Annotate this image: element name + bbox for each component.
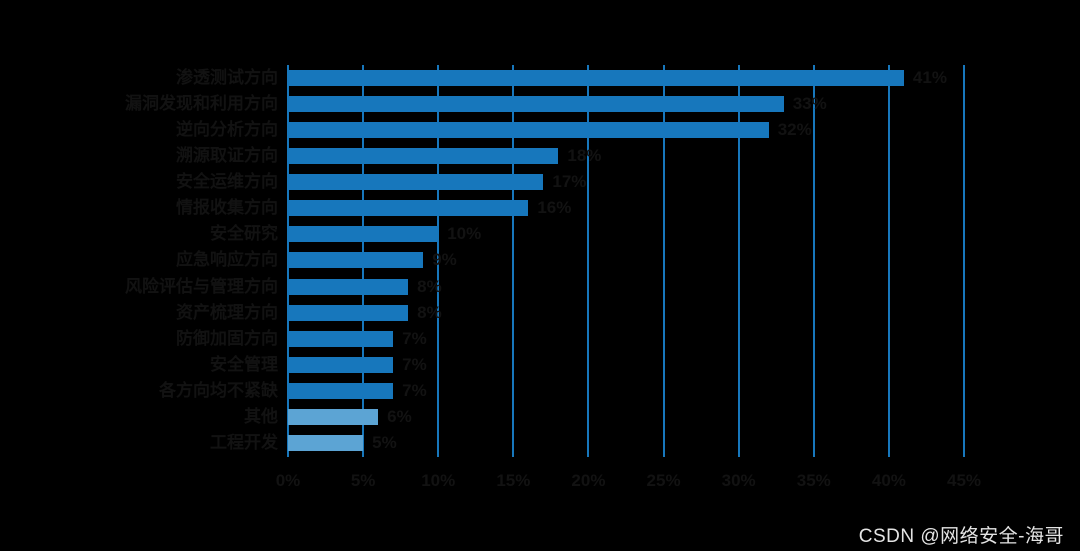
category-label: 应急响应方向 [176, 250, 278, 270]
category-label: 逆向分析方向 [176, 120, 278, 140]
value-label: 32% [777, 120, 812, 140]
category-label: 安全管理 [210, 354, 278, 374]
gridline [437, 65, 440, 457]
value-label: 9% [432, 250, 457, 270]
category-label: 防御加固方向 [176, 328, 278, 348]
value-label: 5% [372, 432, 397, 452]
category-label: 安全运维方向 [176, 172, 278, 192]
value-label: 10% [447, 224, 482, 244]
value-label: 17% [552, 172, 587, 192]
gridline [587, 65, 590, 457]
category-label: 情报收集方向 [176, 198, 278, 218]
csdn-watermark: CSDN @网络安全-海哥 [858, 526, 1064, 547]
gridline [737, 65, 740, 457]
bar [288, 148, 559, 165]
gridline [512, 65, 515, 457]
category-label: 溯源取证方向 [176, 146, 278, 166]
gridline [812, 65, 815, 457]
value-label: 8% [417, 302, 442, 322]
gridline [963, 65, 965, 457]
x-axis-tick-label: 15% [496, 471, 531, 490]
bar [288, 174, 544, 191]
category-label: 资产梳理方向 [176, 302, 278, 322]
bar [288, 330, 394, 347]
x-axis-tick-label: 20% [571, 471, 606, 490]
category-label: 安全研究 [210, 224, 278, 244]
gridline [662, 65, 665, 457]
category-label: 渗透测试方向 [176, 68, 278, 87]
x-axis-tick-label: 45% [946, 471, 982, 490]
bar [288, 408, 379, 425]
value-label: 7% [402, 380, 427, 400]
value-label: 8% [417, 276, 442, 296]
value-label: 33% [792, 94, 827, 114]
value-label: 18% [567, 146, 602, 166]
category-label: 风险评估与管理方向 [125, 276, 278, 296]
x-axis-tick-label: 35% [796, 471, 831, 490]
value-label: 6% [387, 406, 412, 426]
x-axis-tick-label: 10% [421, 471, 456, 490]
x-axis-tick-label: 40% [871, 471, 906, 490]
x-axis-tick-label: 30% [721, 471, 756, 490]
gridline [887, 65, 890, 457]
bar [288, 122, 769, 139]
category-label: 漏洞发现和利用方向 [125, 94, 278, 114]
bar [288, 96, 784, 113]
bar [288, 434, 364, 451]
category-label: 其他 [244, 406, 278, 426]
bar [288, 304, 409, 321]
bar [288, 382, 394, 399]
bar [288, 200, 529, 217]
value-label: 7% [402, 328, 427, 348]
value-label: 7% [402, 354, 427, 374]
value-label: 41% [912, 68, 947, 87]
bar [288, 278, 409, 295]
x-axis-tick-label: 25% [646, 471, 681, 490]
bar [288, 226, 439, 243]
value-label: 16% [537, 198, 572, 218]
bar [288, 70, 904, 86]
x-axis-tick-label: 0% [275, 471, 301, 490]
category-label: 各方向均不紧缺 [159, 380, 278, 400]
bar [288, 252, 424, 269]
category-label: 工程开发 [210, 432, 278, 452]
x-axis-tick-label: 5% [350, 471, 376, 490]
bar [288, 356, 394, 373]
